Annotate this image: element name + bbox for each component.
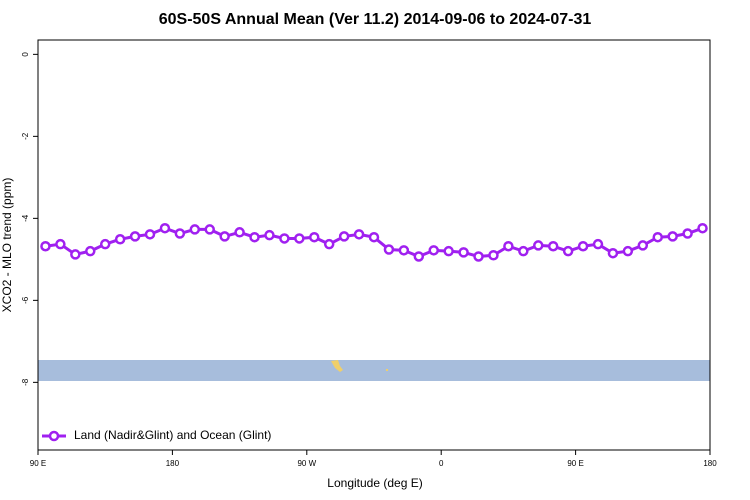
data-point (518, 245, 529, 257)
x-tick-label: 180 (166, 459, 180, 468)
data-point (279, 233, 290, 244)
data-point (413, 251, 425, 262)
plot-frame (37, 39, 711, 451)
legend-marker (48, 430, 60, 442)
data-point (473, 251, 484, 262)
data-point (159, 222, 171, 234)
land-patch (331, 360, 343, 372)
y-tick-label: -8 (21, 378, 30, 386)
y-tick-label: -4 (21, 214, 30, 222)
data-point (219, 231, 230, 242)
data-point (338, 231, 350, 242)
y-tick-label: -2 (21, 132, 30, 140)
data-point (249, 231, 260, 243)
y-tick-label: -6 (21, 296, 30, 304)
data-point (533, 240, 544, 251)
data-point (667, 231, 678, 242)
data-point (398, 245, 410, 256)
legend-label: Land (Nadir&Glint) and Ocean (Glint) (74, 428, 271, 442)
data-point (129, 231, 141, 242)
x-axis-label: Longitude (deg E) (327, 476, 422, 490)
data-point (577, 240, 589, 252)
land-patch (386, 369, 388, 371)
data-point (323, 238, 335, 250)
data-point (40, 240, 51, 252)
data-point (294, 233, 305, 244)
data-point (458, 247, 469, 258)
data-point (264, 229, 275, 241)
data-point (607, 247, 619, 259)
ocean-band (38, 360, 710, 381)
y-axis-label: XCO2 - MLO trend (ppm) (0, 178, 14, 313)
data-point (85, 245, 96, 257)
data-point (114, 234, 126, 245)
data-point (55, 238, 66, 250)
data-point (174, 228, 186, 239)
data-point (144, 229, 156, 240)
data-point (637, 240, 649, 251)
data-point (697, 222, 708, 234)
data-point (428, 245, 439, 256)
x-tick-label: 90 E (30, 459, 46, 468)
chart-title: 60S-50S Annual Mean (Ver 11.2) 2014-09-0… (159, 11, 592, 28)
data-point (562, 245, 574, 257)
x-tick-label: 0 (439, 459, 444, 468)
data-point (353, 229, 365, 240)
data-point (488, 250, 499, 261)
data-point (99, 238, 111, 250)
y-tick-label: 0 (21, 52, 30, 57)
data-point (204, 224, 215, 235)
data-point (189, 224, 201, 235)
x-tick-label: 90 W (297, 459, 316, 468)
data-point (309, 231, 320, 243)
data-point (368, 231, 380, 243)
data-point (70, 249, 81, 260)
data-point (503, 240, 514, 252)
data-point (592, 238, 604, 250)
x-tick-label: 90 E (567, 459, 583, 468)
data-point (547, 240, 559, 252)
data-point (622, 245, 634, 257)
data-point (443, 245, 454, 257)
data-point (652, 231, 663, 243)
map-strip (38, 360, 710, 381)
data-point (383, 244, 395, 255)
data-point (682, 228, 693, 239)
x-tick-label: 180 (703, 459, 717, 468)
data-point (234, 227, 245, 238)
